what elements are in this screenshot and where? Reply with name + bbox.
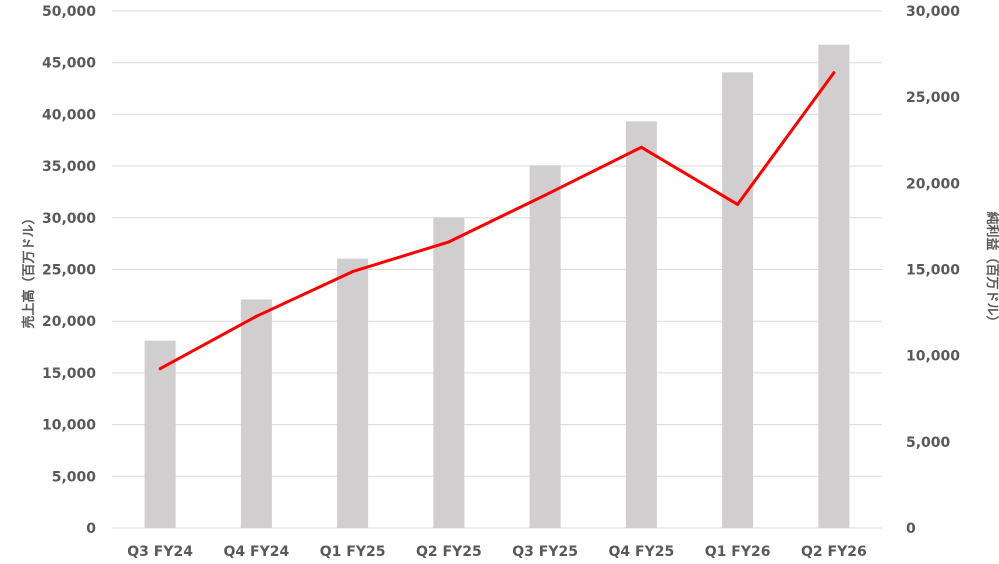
y-tick-label: 0 (86, 521, 96, 537)
revenue-bar (529, 165, 561, 528)
y-tick-label: 20,000 (42, 314, 96, 330)
y-tick-label: 50,000 (42, 4, 96, 20)
revenue-bar (240, 299, 272, 528)
net-income-point (832, 71, 836, 75)
y2-tick-label: 25,000 (906, 90, 960, 106)
net-income-point (639, 145, 643, 149)
net-income-point (543, 193, 547, 197)
net-income-series-line (159, 71, 836, 371)
y-tick-label: 30,000 (42, 211, 96, 227)
revenue-bar (818, 44, 850, 529)
x-tick-label: Q1 FY25 (320, 544, 386, 560)
y-tick-label: 15,000 (42, 366, 96, 382)
y2-tick-label: 5,000 (906, 435, 951, 451)
x-tick-label: Q3 FY25 (512, 544, 578, 560)
y2-tick-label: 10,000 (906, 349, 960, 365)
y-tick-label: 25,000 (42, 263, 96, 279)
x-tick-label: Q1 FY26 (705, 544, 771, 560)
revenue-bar (337, 258, 369, 528)
x-tick-label: Q3 FY24 (127, 544, 193, 560)
y2-tick-label: 20,000 (906, 176, 960, 192)
x-tick-label: Q2 FY25 (416, 544, 482, 560)
revenue-bar (433, 217, 465, 528)
y-tick-label: 10,000 (42, 418, 96, 434)
revenue-bar (625, 121, 657, 529)
revenue-bar (722, 72, 754, 528)
left-axis-title: 売上高（百万ドル） (21, 211, 37, 328)
right-axis-ticks: 0 5,000 10,000 15,000 20,000 25,000 30,000 (906, 4, 960, 537)
net-income-point (158, 367, 162, 371)
right-axis-title: 純利益（百万ドル） (984, 211, 999, 328)
y-tick-label: 5,000 (52, 469, 97, 485)
y2-tick-label: 15,000 (906, 263, 960, 279)
net-income-point (447, 240, 451, 244)
y-tick-label: 40,000 (42, 107, 96, 123)
x-tick-label: Q4 FY25 (609, 544, 675, 560)
gridlines (112, 10, 882, 529)
net-income-point (254, 314, 258, 318)
y2-tick-label: 30,000 (906, 4, 960, 20)
category-axis-ticks: Q3 FY24 Q4 FY24 Q1 FY25 Q2 FY25 Q3 FY25 Q4 FY… (127, 544, 866, 560)
x-tick-label: Q4 FY24 (224, 544, 290, 560)
revenue-bars (144, 44, 850, 529)
y-tick-label: 35,000 (42, 159, 96, 175)
x-tick-label: Q2 FY26 (801, 544, 867, 560)
y2-tick-label: 0 (906, 521, 916, 537)
net-income-line (158, 71, 836, 371)
revenue-bar (144, 340, 176, 528)
y-tick-label: 45,000 (42, 56, 96, 72)
net-income-point (351, 270, 355, 274)
left-axis-ticks: 0 5,000 10,000 15,000 20,000 25,000 30,000 35,0… (42, 4, 96, 537)
net-income-point (736, 202, 740, 206)
